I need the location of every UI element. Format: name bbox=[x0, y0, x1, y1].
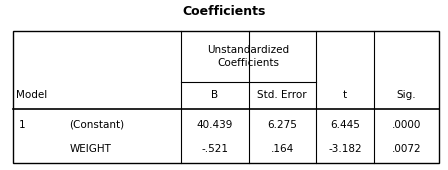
Text: 6.445: 6.445 bbox=[330, 120, 360, 130]
Text: 6.275: 6.275 bbox=[267, 120, 297, 130]
Text: 40.439: 40.439 bbox=[197, 120, 233, 130]
Text: B: B bbox=[211, 90, 219, 100]
Text: .164: .164 bbox=[271, 144, 294, 154]
Text: Std. Error: Std. Error bbox=[258, 90, 307, 100]
Text: .0000: .0000 bbox=[392, 120, 421, 130]
Text: Model: Model bbox=[16, 90, 47, 100]
Text: .0072: .0072 bbox=[392, 144, 422, 154]
Text: Sig.: Sig. bbox=[397, 90, 416, 100]
Text: -3.182: -3.182 bbox=[328, 144, 362, 154]
Text: -.521: -.521 bbox=[202, 144, 228, 154]
Text: t: t bbox=[343, 90, 347, 100]
Text: WEIGHT: WEIGHT bbox=[69, 144, 111, 154]
Text: Unstandardized
Coefficients: Unstandardized Coefficients bbox=[207, 45, 290, 68]
Text: 1: 1 bbox=[19, 120, 26, 130]
Text: (Constant): (Constant) bbox=[69, 120, 125, 130]
Text: Coefficients: Coefficients bbox=[182, 5, 266, 18]
